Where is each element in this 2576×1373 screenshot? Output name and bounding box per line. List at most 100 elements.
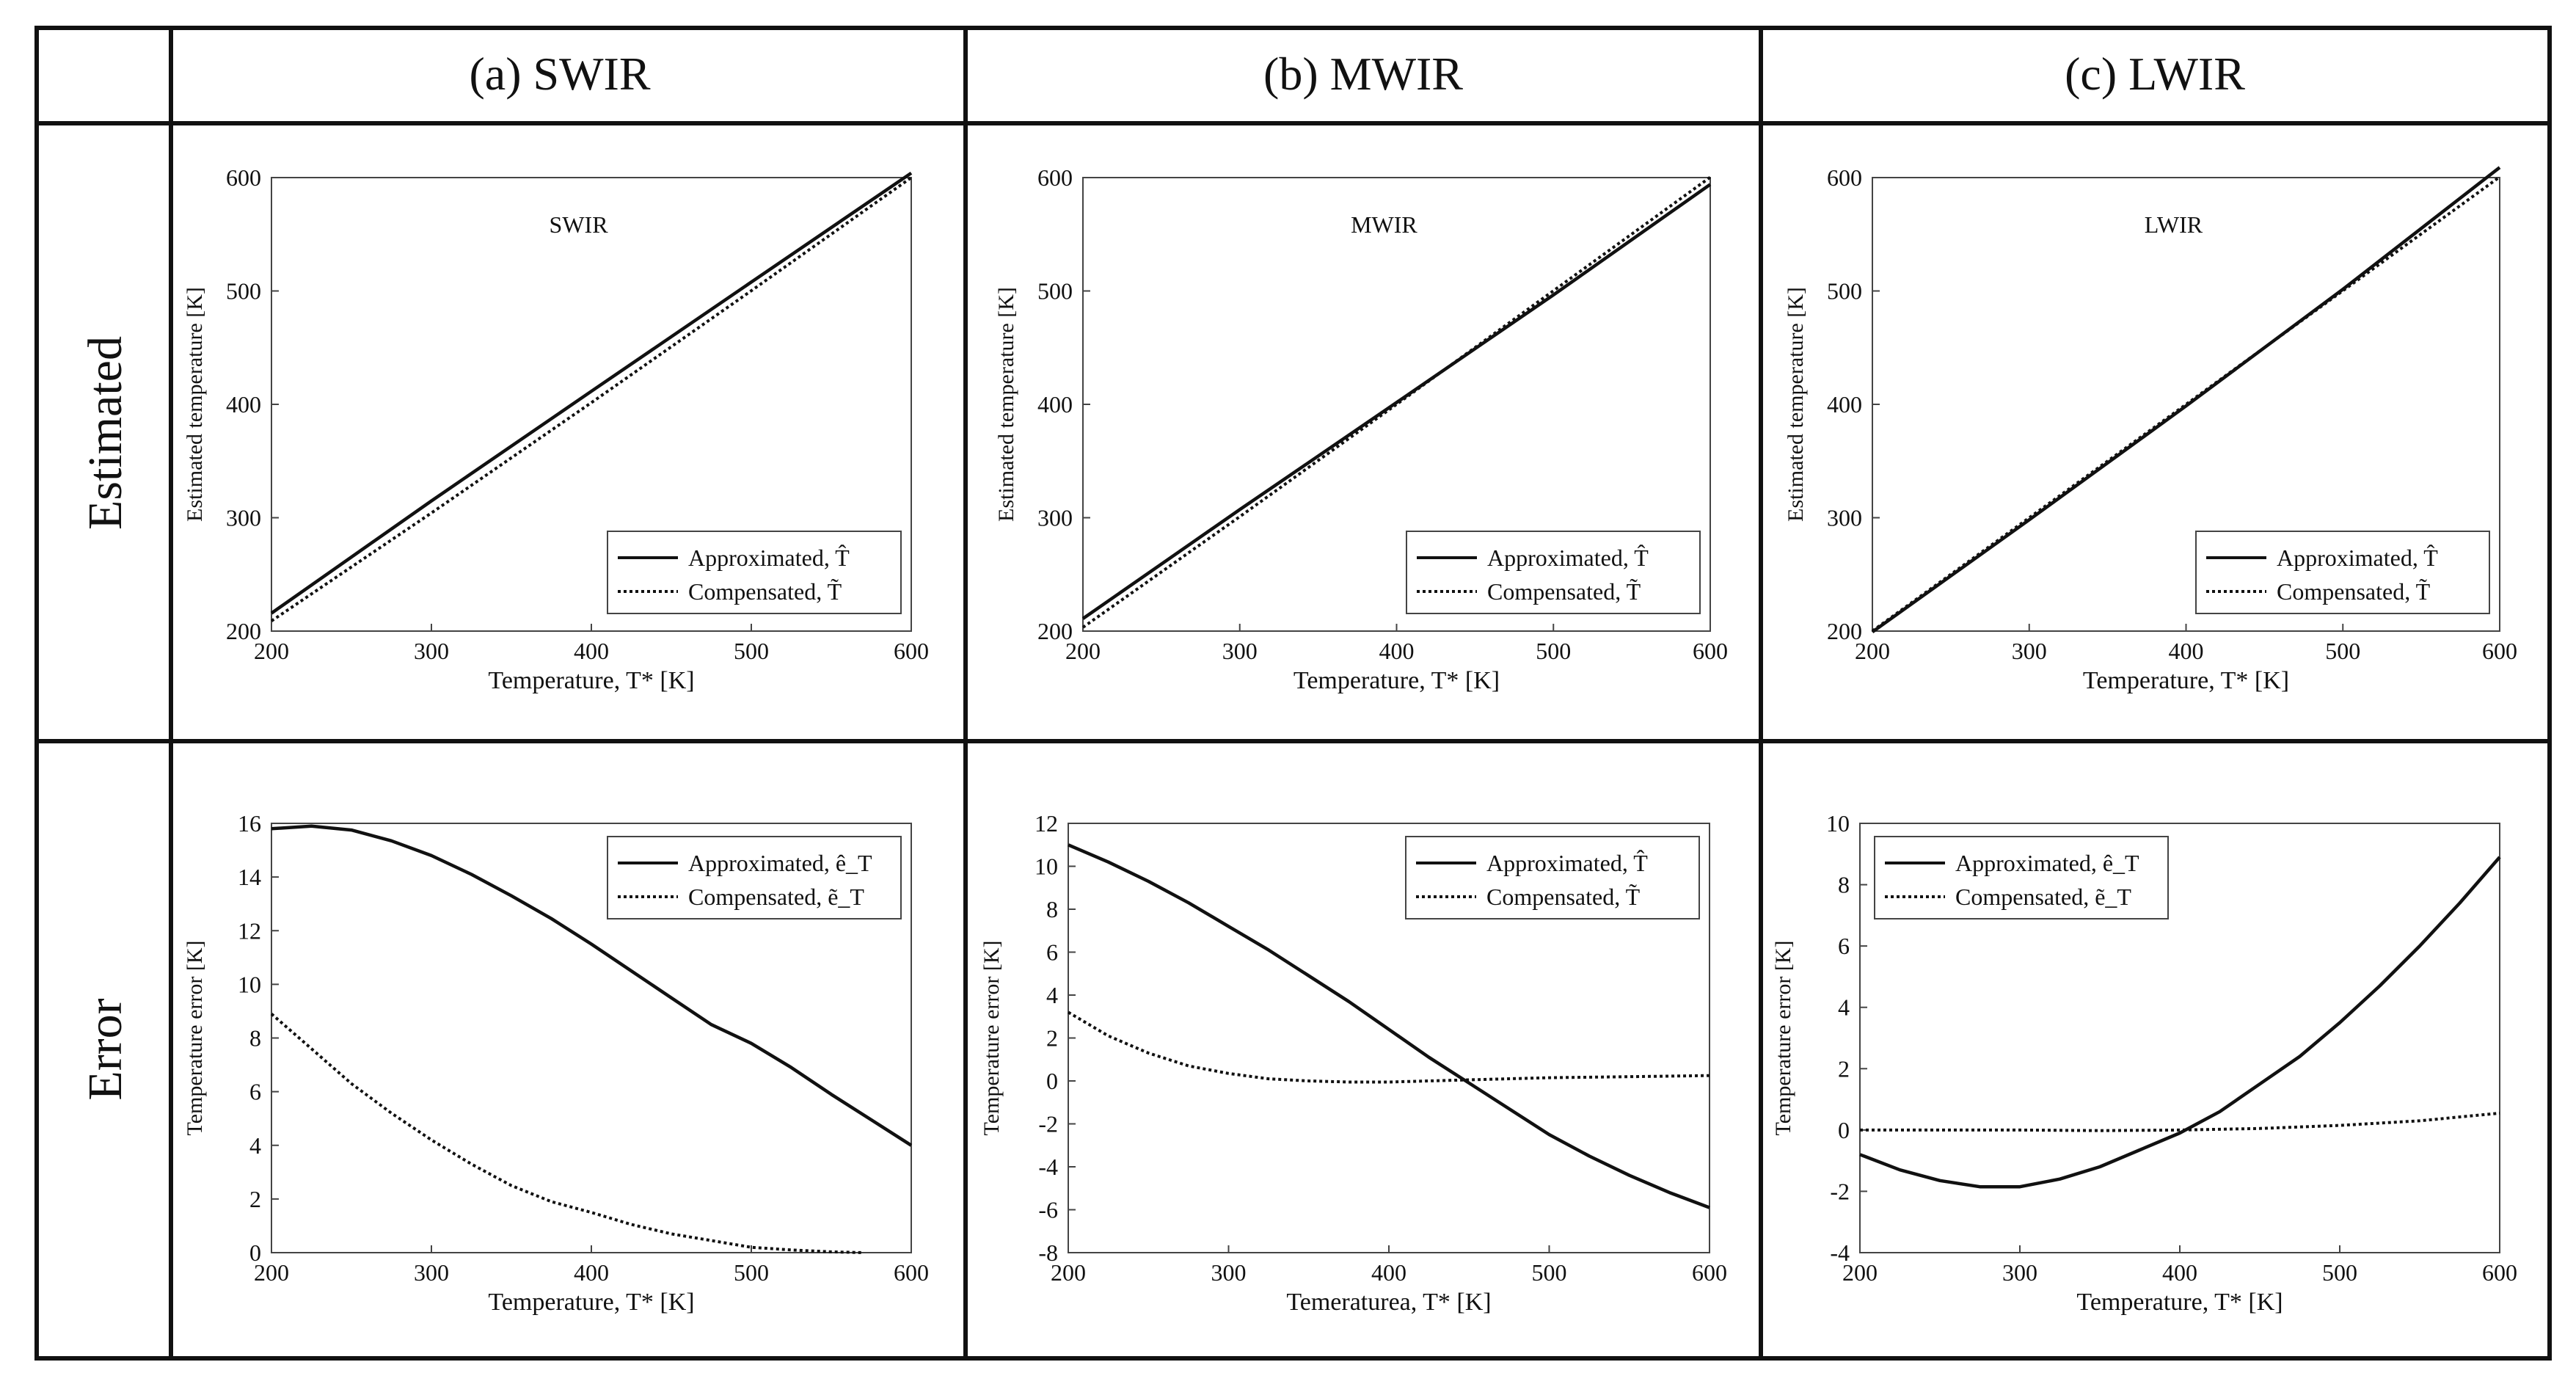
x-tick-label: 500 [2325, 638, 2360, 664]
legend-box [607, 531, 902, 614]
x-tick-label: 600 [894, 1259, 929, 1286]
series-line-approximated [271, 824, 913, 1147]
x-tick-label: 200 [1842, 1259, 1878, 1286]
legend: Approximated, ê_T Compensated, ẽ_T [607, 836, 902, 919]
legend-label: Approximated, T̂ [1486, 850, 1648, 876]
y-tick-label: 8 [249, 1025, 261, 1052]
legend-box [2195, 531, 2490, 614]
y-tick-label: 500 [1037, 278, 1073, 305]
x-tick-label: 400 [1379, 638, 1415, 664]
x-tick-label: 600 [2482, 1259, 2517, 1286]
row-header-error: Error [79, 998, 132, 1100]
y-tick-label: 6 [249, 1079, 261, 1105]
table-frame [34, 26, 2552, 1361]
legend: Approximated, ê_T Compensated, ẽ_T [1874, 836, 2169, 919]
y-tick-label: 8 [1838, 872, 1850, 898]
x-tick-label: 600 [1693, 638, 1728, 664]
legend: Approximated, T̂ Compensated, T̃ [1406, 531, 1701, 614]
y-tick-label: 200 [226, 618, 261, 644]
x-tick-label: 300 [414, 1259, 449, 1286]
y-tick-label: -2 [1830, 1178, 1850, 1204]
y-tick-label: 14 [238, 864, 261, 890]
y-tick-label: 10 [1826, 810, 1850, 837]
y-tick-label: -4 [1038, 1154, 1058, 1180]
y-tick-label: 600 [226, 164, 261, 191]
x-axis-label: Temperature, T* [K] [2076, 1289, 2283, 1316]
y-tick-label: 12 [1035, 810, 1058, 837]
x-tick-label: 400 [2169, 638, 2204, 664]
table-border [34, 26, 2552, 1361]
y-tick-label: 400 [1037, 391, 1073, 418]
x-tick-label: 200 [1051, 1259, 1086, 1286]
legend-label: Compensated, ẽ_T [1955, 884, 2131, 910]
legend-label: Approximated, ê_T [688, 850, 872, 876]
y-tick-label: 4 [1046, 982, 1058, 1008]
x-tick-label: 600 [894, 638, 929, 664]
y-tick-label: -4 [1830, 1239, 1850, 1266]
y-axis-label: Estimated temperature [K] [994, 287, 1018, 522]
column-header-mwir: (b) MWIR [1263, 48, 1463, 100]
column-header-lwir: (c) LWIR [2065, 48, 2245, 100]
x-tick-label: 300 [2012, 638, 2047, 664]
legend-label: Compensated, T̃ [2277, 578, 2431, 605]
legend-label: Approximated, ê_T [1955, 850, 2139, 876]
x-tick-label: 400 [574, 638, 609, 664]
y-tick-label: 2 [1046, 1025, 1058, 1052]
x-tick-label: 200 [1065, 638, 1101, 664]
y-tick-label: 4 [249, 1132, 261, 1159]
y-tick-label: 10 [238, 971, 261, 997]
y-tick-label: 12 [238, 917, 261, 944]
chart-title: LWIR [2145, 211, 2203, 238]
chart-lwir-estimated: 200 300 400 500 600 200 300 400 500 600 Temperatur… [1784, 164, 2517, 694]
chart-mwir-estimated: 200 300 400 500 600 200 300 400 500 600 Temperatur… [994, 164, 1728, 694]
x-tick-label: 300 [414, 638, 449, 664]
y-tick-label: 0 [1838, 1117, 1850, 1143]
x-tick-label: 500 [1536, 638, 1571, 664]
x-tick-label: 500 [734, 638, 769, 664]
y-tick-label: 0 [249, 1239, 261, 1266]
y-tick-label: 300 [1827, 505, 1862, 531]
series-line-compensated [1860, 1111, 2500, 1132]
x-tick-label: 500 [734, 1259, 769, 1286]
x-tick-label: 300 [1211, 1259, 1247, 1286]
series-line-approximated [1068, 843, 1710, 1209]
y-tick-label: 6 [1046, 939, 1058, 966]
legend-label: Approximated, T̂ [1487, 545, 1649, 571]
x-axis-label: Temperature, T* [K] [2083, 667, 2289, 694]
x-tick-label: 300 [1222, 638, 1258, 664]
series-line-approximated [270, 171, 913, 615]
legend-box [1406, 531, 1701, 614]
y-tick-label: 300 [226, 505, 261, 531]
x-axis-label: Temperature, T* [K] [488, 1289, 694, 1316]
y-tick-label: -2 [1038, 1111, 1058, 1137]
y-tick-label: 2 [1838, 1055, 1850, 1082]
y-tick-label: 0 [1046, 1068, 1058, 1094]
series-line-approximated [1859, 856, 2501, 1189]
legend-label: Compensated, ẽ_T [688, 884, 864, 910]
y-axis-label: Temperature error [K] [979, 940, 1004, 1135]
legend-box [1405, 836, 1700, 919]
y-tick-label: -8 [1038, 1239, 1058, 1266]
x-tick-label: 500 [2322, 1259, 2357, 1286]
y-tick-label: 4 [1838, 994, 1850, 1021]
y-axis-label: Estimated temperature [K] [1784, 287, 1808, 522]
y-tick-label: 500 [1827, 278, 1862, 305]
x-axis-label: Temeraturea, T* [K] [1286, 1289, 1491, 1316]
series-line-compensated [270, 176, 913, 622]
legend-label: Approximated, T̂ [2277, 545, 2438, 571]
y-tick-label: 200 [1037, 618, 1073, 644]
x-tick-label: 200 [1855, 638, 1890, 664]
y-tick-label: 300 [1037, 505, 1073, 531]
y-tick-label: 500 [226, 278, 261, 305]
x-tick-label: 600 [2482, 638, 2517, 664]
legend-label: Compensated, T̃ [688, 578, 842, 605]
y-tick-label: 16 [238, 810, 261, 837]
x-tick-label: 400 [2162, 1259, 2197, 1286]
x-tick-label: 300 [2002, 1259, 2037, 1286]
legend: Approximated, T̂ Compensated, T̃ [1405, 836, 1700, 919]
series-line-approximated [1081, 183, 1712, 620]
series-line-approximated [1871, 166, 2501, 634]
chart-mwir-error: 200 300 400 500 600 -8 -6 -4 -2 0 2 4 6 8 10 12 Temeratu… [979, 810, 1727, 1316]
y-tick-label: 8 [1046, 896, 1058, 922]
